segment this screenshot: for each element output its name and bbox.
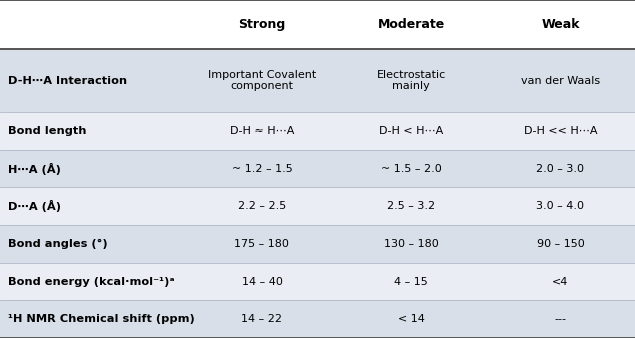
Text: D-H << H⋯A: D-H << H⋯A: [524, 126, 597, 136]
Text: 14 – 40: 14 – 40: [241, 276, 283, 287]
Text: 130 – 180: 130 – 180: [384, 239, 439, 249]
Text: < 14: < 14: [398, 314, 425, 324]
Text: 90 – 150: 90 – 150: [537, 239, 584, 249]
Text: 3.0 – 4.0: 3.0 – 4.0: [537, 201, 584, 211]
Text: 175 – 180: 175 – 180: [234, 239, 290, 249]
Text: D⋯A (Å): D⋯A (Å): [8, 200, 60, 212]
Text: D-H ≈ H⋯A: D-H ≈ H⋯A: [230, 126, 294, 136]
Text: <4: <4: [552, 276, 568, 287]
Text: Important Covalent
component: Important Covalent component: [208, 70, 316, 91]
Text: D-H⋯A Interaction: D-H⋯A Interaction: [8, 75, 127, 86]
Bar: [0, 225, 635, 263]
Text: Moderate: Moderate: [378, 18, 444, 31]
Text: 2.0 – 3.0: 2.0 – 3.0: [537, 164, 584, 174]
Text: van der Waals: van der Waals: [521, 75, 600, 86]
Bar: [0, 49, 635, 112]
Text: H⋯A (Å): H⋯A (Å): [8, 163, 60, 175]
Bar: [0, 112, 635, 150]
Bar: [0, 0, 635, 49]
Text: ¹H NMR Chemical shift (ppm): ¹H NMR Chemical shift (ppm): [8, 314, 194, 324]
Text: 14 – 22: 14 – 22: [241, 314, 283, 324]
Text: ~ 1.5 – 2.0: ~ 1.5 – 2.0: [381, 164, 441, 174]
Bar: [0, 188, 635, 225]
Bar: [0, 300, 635, 338]
Text: 4 – 15: 4 – 15: [394, 276, 428, 287]
Text: ~ 1.2 – 1.5: ~ 1.2 – 1.5: [232, 164, 292, 174]
Text: Electrostatic
mainly: Electrostatic mainly: [377, 70, 446, 91]
Text: ---: ---: [554, 314, 566, 324]
Text: D-H < H⋯A: D-H < H⋯A: [379, 126, 443, 136]
Text: Strong: Strong: [238, 18, 286, 31]
Text: 2.2 – 2.5: 2.2 – 2.5: [238, 201, 286, 211]
Text: Bond energy (kcal·mol⁻¹)ᵃ: Bond energy (kcal·mol⁻¹)ᵃ: [8, 276, 174, 287]
Text: Weak: Weak: [541, 18, 580, 31]
Text: 2.5 – 3.2: 2.5 – 3.2: [387, 201, 435, 211]
Text: Bond angles (°): Bond angles (°): [8, 239, 107, 249]
Bar: [0, 263, 635, 300]
Text: Bond length: Bond length: [8, 126, 86, 136]
Bar: [0, 150, 635, 188]
